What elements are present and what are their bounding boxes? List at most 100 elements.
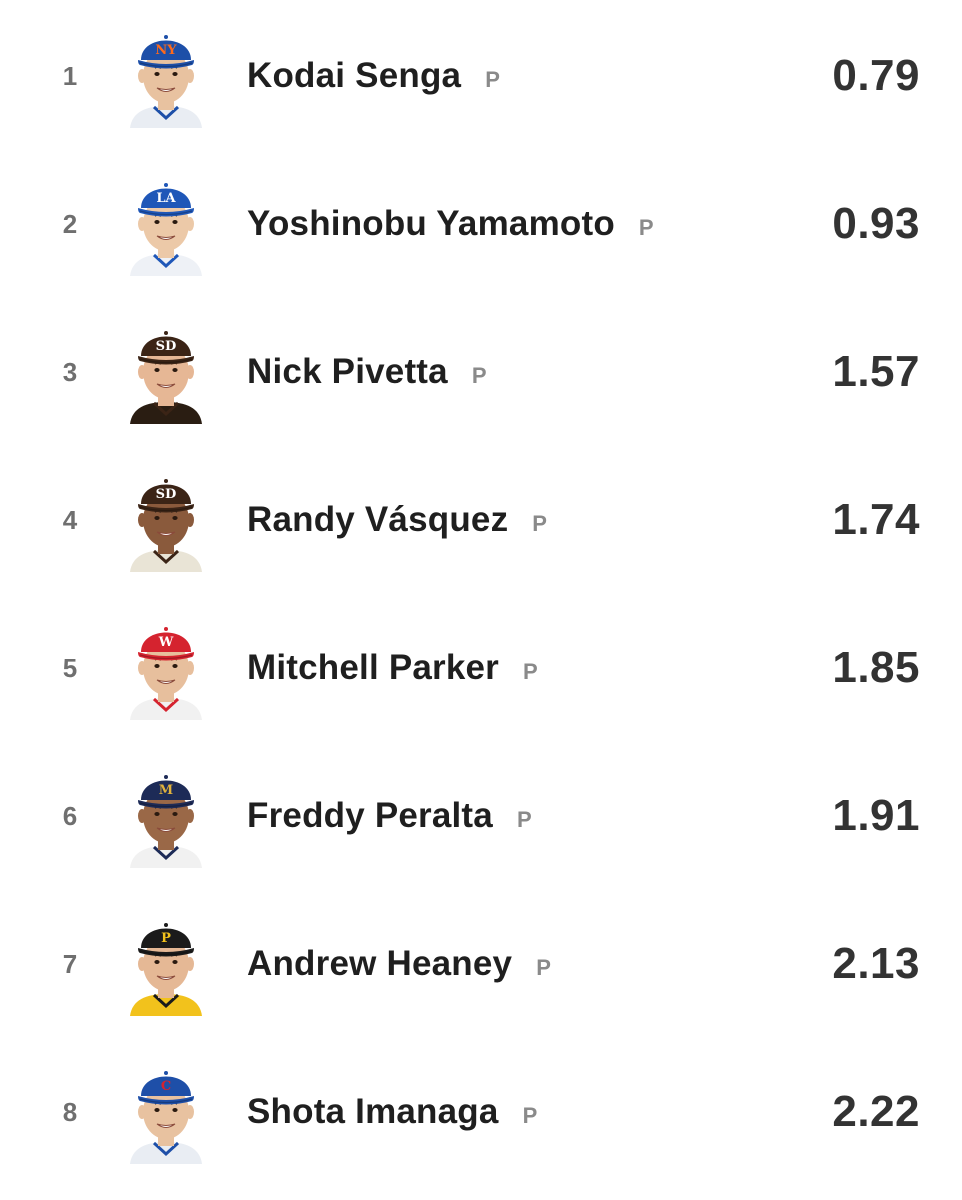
eye-right (172, 1108, 178, 1112)
eye-left (154, 960, 160, 964)
player-headshot: W (124, 616, 208, 720)
eye-right (172, 812, 178, 816)
player-row-2[interactable]: 2 LA Yoshinobu Yamamoto P 0.93 (0, 150, 962, 298)
cap-brim-edge (139, 1098, 193, 1104)
player-stat-value: 0.79 (832, 51, 920, 100)
eye-right (172, 664, 178, 668)
cap-brim (138, 60, 194, 69)
player-headshot-image: SD (130, 331, 202, 424)
player-headshot-image: M (130, 775, 202, 868)
cap-logo: P (161, 931, 171, 946)
player-name[interactable]: Mitchell Parker P (247, 648, 538, 688)
eye-right (172, 368, 178, 372)
smile-shape (156, 679, 176, 684)
player-name[interactable]: Yoshinobu Yamamoto P (247, 204, 654, 244)
player-headshot: P (124, 912, 208, 1016)
rank-number: 3 (62, 356, 78, 387)
player-position: P (471, 363, 487, 388)
player-name[interactable]: Nick Pivetta P (247, 352, 487, 392)
jersey-collar (152, 993, 180, 1009)
player-row-1[interactable]: 1 NY Kodai Senga P 0.79 (0, 2, 962, 150)
player-name-text: Freddy Peralta (247, 796, 493, 835)
rank-number: 4 (62, 504, 78, 535)
player-row-6[interactable]: 6 M Freddy Peralta P 1.91 (0, 742, 962, 890)
player-headshot-image: SD (130, 479, 202, 572)
cap-crown (141, 188, 191, 208)
player-row-8[interactable]: 8 C Shota Imanaga P 2.22 (0, 1038, 962, 1186)
player-headshot: M (124, 764, 208, 868)
smile-shape (156, 87, 176, 92)
player-stat-value: 1.91 (832, 791, 920, 840)
face-shape (143, 937, 189, 991)
player-name[interactable]: Freddy Peralta P (247, 796, 532, 836)
cap-brim (138, 504, 194, 513)
cap-brim-edge (139, 802, 193, 808)
jersey-collar (152, 1141, 180, 1157)
eye-left (154, 516, 160, 520)
cap-button (164, 627, 168, 631)
jersey-collar (152, 845, 180, 861)
player-name-text: Randy Vásquez (247, 500, 509, 539)
player-headshot-image: P (130, 923, 202, 1016)
player-headshot: SD (124, 320, 208, 424)
smile-shape (156, 383, 176, 388)
player-stat-value: 1.57 (832, 347, 920, 396)
player-headshot: C (124, 1060, 208, 1164)
rank-number: 1 (62, 60, 78, 91)
face-shape (143, 197, 189, 251)
player-name-text: Andrew Heaney (247, 944, 513, 983)
player-name-text: Shota Imanaga (247, 1092, 499, 1131)
jersey-collar (152, 697, 180, 713)
cap-logo: M (159, 783, 173, 798)
cap-crown (141, 484, 191, 504)
player-row-5[interactable]: 5 W Mitchell Parker P 1.85 (0, 594, 962, 742)
cap-button (164, 1071, 168, 1075)
cap-button (164, 35, 168, 39)
face-shape (143, 49, 189, 103)
cap-brim (138, 948, 194, 957)
cap-logo: SD (156, 339, 177, 354)
jersey-collar (152, 105, 180, 121)
player-name-text: Mitchell Parker (247, 648, 499, 687)
cap-logo: C (161, 1079, 171, 1094)
player-headshot-image: NY (130, 35, 202, 128)
cap-crown (141, 336, 191, 356)
player-stat-value: 0.93 (832, 199, 920, 248)
cap-brim (138, 800, 194, 809)
eye-right (172, 220, 178, 224)
cap-crown (141, 1076, 191, 1096)
player-name[interactable]: Kodai Senga P (247, 56, 500, 96)
cap-button (164, 331, 168, 335)
player-row-7[interactable]: 7 P Andrew Heaney P 2.13 (0, 890, 962, 1038)
face-shape (143, 1085, 189, 1139)
player-row-3[interactable]: 3 SD Nick Pivetta P 1.57 (0, 298, 962, 446)
player-headshot: LA (124, 172, 208, 276)
player-name[interactable]: Shota Imanaga P (247, 1092, 537, 1132)
cap-button (164, 775, 168, 779)
rank-number: 6 (62, 800, 78, 831)
face-shape (143, 789, 189, 843)
rank-number: 5 (62, 652, 78, 683)
smile-shape (156, 531, 176, 536)
player-stat-value: 2.13 (832, 939, 920, 988)
eye-left (154, 1108, 160, 1112)
cap-brim (138, 1096, 194, 1105)
player-position: P (536, 955, 552, 980)
player-row-4[interactable]: 4 SD Randy Vásquez P 1.74 (0, 446, 962, 594)
smile-shape (156, 827, 176, 832)
player-position: P (532, 511, 548, 536)
face-shape (143, 345, 189, 399)
eye-right (172, 72, 178, 76)
player-stat-value: 1.85 (832, 643, 920, 692)
player-name[interactable]: Randy Vásquez P (247, 500, 547, 540)
player-name[interactable]: Andrew Heaney P (247, 944, 551, 984)
player-headshot-image: W (130, 627, 202, 720)
player-position: P (523, 659, 538, 684)
face-shape (143, 641, 189, 695)
cap-crown (141, 632, 191, 652)
player-headshot: NY (124, 24, 208, 128)
smile-shape (156, 975, 176, 980)
player-headshot: SD (124, 468, 208, 572)
player-headshot-image: LA (130, 183, 202, 276)
rank-number: 8 (62, 1096, 78, 1127)
